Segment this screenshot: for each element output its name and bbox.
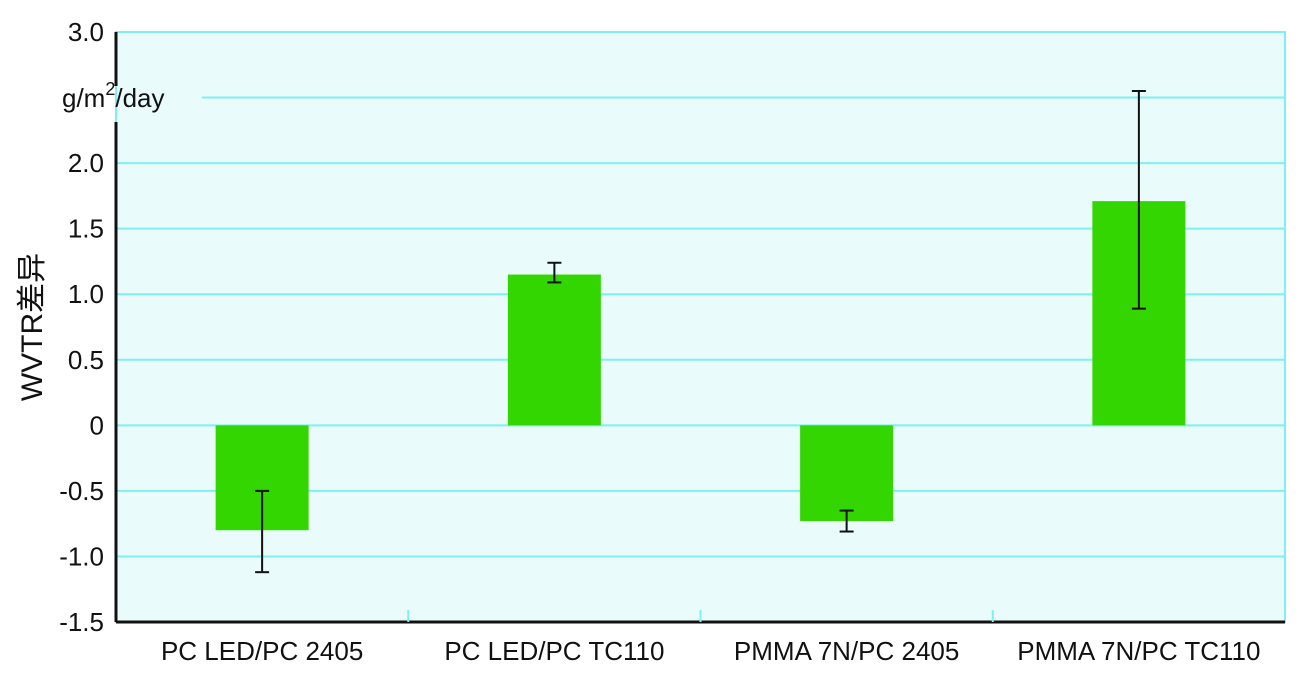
unit-base: g/m	[62, 83, 105, 113]
y-tick-label: -1.0	[59, 541, 104, 571]
y-axis-label: WVTR差异	[16, 253, 49, 401]
y-tick-label: -0.5	[59, 476, 104, 506]
x-category-label: PMMA 7N/PC TC110	[1017, 636, 1260, 666]
plot-area	[115, 31, 1286, 623]
y-unit-label: g/m2/day	[62, 79, 165, 113]
y-tick-label: -1.5	[59, 607, 104, 637]
bars	[215, 201, 1186, 531]
error-bars	[255, 90, 1146, 574]
unit-superscript: 2	[105, 79, 115, 99]
y-tick-label: 0	[90, 410, 104, 440]
bar	[800, 425, 894, 522]
gridlines	[116, 31, 1285, 558]
x-category-labels: PC LED/PC 2405 PC LED/PC TC110 PMMA 7N/PC …	[161, 636, 1261, 666]
unit-tail: /day	[115, 83, 164, 113]
y-tick-labels: -1.5 -1.0 -0.5 0 0.5 1.0 1.5 2.0 3.0	[59, 17, 104, 637]
x-category-label: PC LED/PC 2405	[161, 636, 363, 666]
bar	[507, 274, 601, 426]
x-category-label: PMMA 7N/PC 2405	[734, 636, 959, 666]
y-tick-label: 1.0	[68, 279, 104, 309]
y-tick-label: 1.5	[68, 214, 104, 244]
y-tick-label: 2.0	[68, 148, 104, 178]
x-category-label: PC LED/PC TC110	[444, 636, 664, 666]
y-tick-label: 3.0	[68, 17, 104, 47]
y-tick-label: 0.5	[68, 345, 104, 375]
axes	[114, 32, 1285, 624]
